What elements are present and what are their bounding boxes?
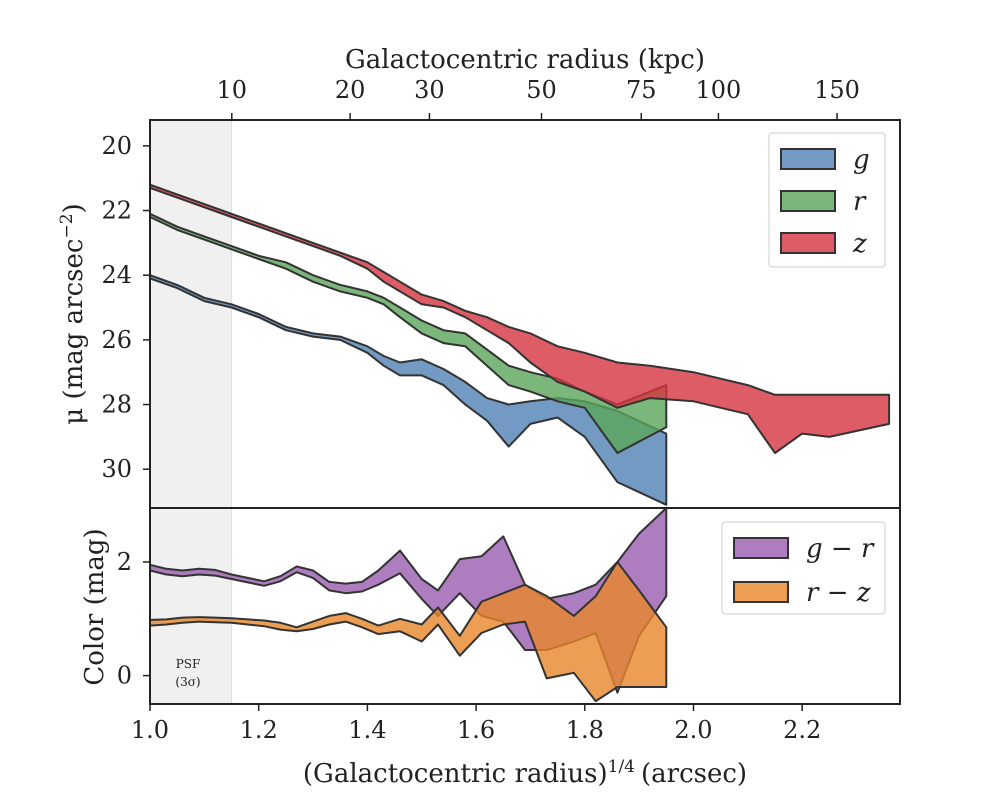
bottom-y-tick-label: 0 (117, 662, 132, 690)
top-legend-swatch (780, 232, 836, 254)
top-band-z (149, 183, 891, 454)
top-y-tick-label: 28 (101, 391, 132, 419)
top-x-tick-label: 50 (526, 76, 557, 104)
bottom-legend-label: r − z (806, 578, 871, 608)
top-legend-label-part: z (852, 229, 867, 259)
top-legend-label: r (853, 187, 867, 217)
top-legend-swatch (780, 190, 836, 212)
axis-ticks: 1.0 1.2 1.4 1.6 1.8 2.0 2.2 20 22 24 26 28 30 0 2 10 20 3… (101, 76, 860, 744)
x-tick-label: 2.0 (674, 716, 712, 744)
top-y-tick-label: 24 (101, 261, 132, 289)
top-legend-label-part: r (853, 187, 867, 217)
bottom-y-axis-title: Color (mag) (80, 528, 110, 685)
x-axis-title: (Galactocentric radius)1/4 (arcsec) (303, 757, 747, 789)
bottom-band-rminusz (149, 561, 668, 703)
psf-region-bottom (150, 508, 232, 704)
bottom-panel-bands (149, 507, 668, 703)
top-legend-label: g (853, 145, 870, 175)
top-legend-swatch (780, 148, 836, 170)
top-x-tick-label: 75 (626, 76, 657, 104)
top-y-tick-label: 22 (101, 197, 132, 225)
bottom-legend: g − rr − z (721, 521, 886, 615)
top-x-tick-label: 30 (414, 76, 445, 104)
bottom-legend-label-part: z (856, 578, 871, 608)
top-legend: grz (768, 132, 886, 268)
bottom-legend-label-part: g (806, 534, 823, 564)
top-y-tick-label: 20 (101, 132, 132, 160)
top-legend-label: z (852, 229, 867, 259)
top-y-axis-title-main: μ (mag arcsec (59, 239, 89, 425)
top-y-tick-label: 30 (101, 455, 132, 483)
x-axis-title-unit: (arcsec) (641, 759, 747, 789)
x-tick-label: 1.8 (566, 716, 604, 744)
top-axis-title: Galactocentric radius (kpc) (345, 45, 705, 75)
x-axis-title-sup: 1/4 (608, 757, 635, 777)
top-panel-bands (149, 183, 891, 506)
bottom-legend-swatch (733, 581, 789, 603)
x-tick-label: 1.2 (240, 716, 278, 744)
top-y-axis-title: μ (mag arcsec−2) (57, 203, 89, 424)
bottom-legend-label-part: − (823, 534, 861, 564)
top-y-tick-label: 26 (101, 326, 132, 354)
x-tick-label: 1.0 (131, 716, 169, 744)
bottom-legend-label: g − r (806, 534, 875, 564)
top-legend-label-part: g (853, 145, 870, 175)
top-y-axis-title-end: ) (59, 203, 89, 213)
psf-region-top (150, 120, 232, 508)
top-band-g (149, 274, 668, 506)
top-y-axis-title-sup: −2 (57, 213, 77, 238)
top-x-tick-label: 10 (217, 76, 248, 104)
bottom-legend-label-part: r (806, 578, 820, 608)
x-tick-label: 1.4 (348, 716, 386, 744)
bottom-panel-frame (149, 507, 901, 705)
bottom-y-tick-label: 2 (117, 548, 132, 576)
top-x-tick-label: 100 (696, 76, 742, 104)
bottom-legend-label-part: − (818, 578, 856, 608)
bottom-legend-label-part: r (861, 534, 875, 564)
x-tick-label: 2.2 (783, 716, 821, 744)
x-tick-label: 1.6 (457, 716, 495, 744)
top-x-tick-label: 150 (814, 76, 860, 104)
psf-sigma-label: (3σ) (175, 675, 200, 689)
psf-label: PSF (176, 657, 201, 671)
bottom-legend-swatch (733, 537, 789, 559)
top-band-r (149, 212, 668, 454)
x-axis-title-main: (Galactocentric radius) (303, 759, 608, 789)
top-x-tick-label: 20 (335, 76, 366, 104)
